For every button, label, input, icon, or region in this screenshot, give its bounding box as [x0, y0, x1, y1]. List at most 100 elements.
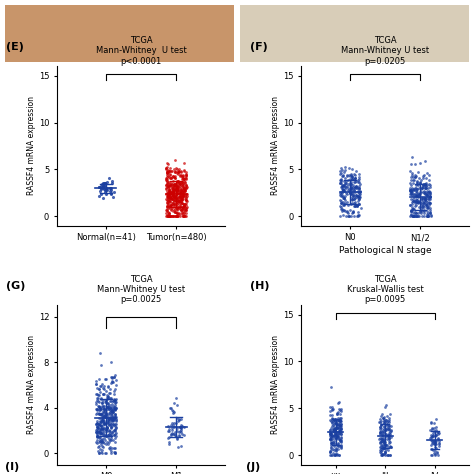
Point — [407, 186, 414, 194]
Point — [331, 439, 338, 447]
Point — [98, 410, 105, 418]
Point — [346, 189, 354, 197]
Point — [179, 195, 186, 203]
Point — [97, 388, 104, 395]
Point — [109, 378, 117, 385]
Point — [107, 416, 115, 424]
Point — [168, 204, 176, 211]
Point — [105, 410, 113, 417]
Point — [327, 417, 335, 425]
Point — [171, 431, 179, 438]
Point — [382, 445, 390, 453]
Point — [179, 212, 187, 220]
Point — [327, 439, 335, 447]
Point — [334, 430, 341, 438]
Point — [93, 423, 101, 431]
Point — [409, 203, 416, 210]
Point — [173, 183, 180, 191]
Point — [383, 421, 390, 429]
Point — [330, 428, 338, 436]
Point — [109, 415, 116, 423]
Point — [99, 417, 106, 424]
Point — [339, 194, 347, 201]
Point — [337, 198, 345, 205]
Point — [328, 414, 336, 421]
Point — [326, 417, 334, 424]
Point — [428, 432, 436, 439]
Point — [112, 429, 119, 437]
Point — [426, 171, 433, 179]
Point — [107, 436, 114, 444]
Point — [382, 448, 389, 456]
Point — [169, 188, 177, 195]
Point — [380, 419, 388, 427]
Point — [177, 199, 185, 207]
Point — [177, 207, 185, 214]
Point — [175, 168, 182, 176]
Point — [104, 438, 111, 446]
Point — [97, 424, 105, 432]
Point — [356, 175, 363, 182]
Point — [343, 172, 351, 179]
Point — [332, 446, 339, 454]
Point — [93, 422, 100, 429]
Point — [414, 209, 422, 217]
Point — [336, 428, 343, 435]
Point — [103, 419, 110, 426]
Point — [336, 398, 343, 405]
Point — [350, 202, 358, 210]
Point — [337, 170, 345, 177]
Point — [173, 170, 181, 177]
Point — [425, 210, 432, 217]
Point — [164, 422, 172, 429]
Point — [167, 421, 175, 429]
Point — [92, 400, 100, 408]
Point — [333, 451, 341, 459]
Point — [93, 429, 100, 437]
Point — [423, 202, 430, 210]
Point — [165, 203, 173, 211]
Point — [180, 187, 187, 194]
Point — [170, 206, 178, 214]
Point — [100, 418, 107, 425]
Point — [435, 441, 443, 448]
Point — [108, 190, 115, 197]
Point — [174, 187, 182, 195]
Point — [436, 442, 443, 449]
Point — [164, 200, 172, 208]
Point — [385, 432, 393, 440]
Point — [420, 194, 428, 202]
Point — [181, 174, 189, 182]
Point — [102, 409, 109, 417]
Point — [111, 406, 118, 413]
Title: TCGA
Kruskal-Wallis test
p=0.0095: TCGA Kruskal-Wallis test p=0.0095 — [346, 274, 423, 304]
Point — [429, 437, 437, 445]
Point — [407, 187, 415, 195]
Point — [356, 182, 363, 190]
Point — [383, 441, 391, 449]
Point — [340, 194, 347, 202]
Point — [416, 179, 423, 187]
Point — [342, 164, 349, 171]
Point — [420, 212, 428, 219]
Point — [165, 188, 173, 196]
Point — [338, 183, 346, 191]
Point — [179, 212, 187, 220]
Point — [177, 167, 185, 175]
Point — [108, 411, 115, 419]
Point — [164, 434, 172, 442]
Point — [431, 447, 438, 455]
Point — [95, 449, 103, 457]
Point — [107, 407, 115, 415]
Point — [434, 434, 442, 441]
Point — [351, 192, 358, 200]
Point — [169, 187, 177, 195]
Point — [163, 165, 170, 173]
Point — [97, 185, 105, 193]
Point — [431, 449, 438, 457]
Point — [170, 165, 177, 173]
Point — [355, 200, 362, 208]
Point — [98, 438, 106, 446]
Point — [349, 192, 357, 200]
Point — [177, 425, 184, 432]
